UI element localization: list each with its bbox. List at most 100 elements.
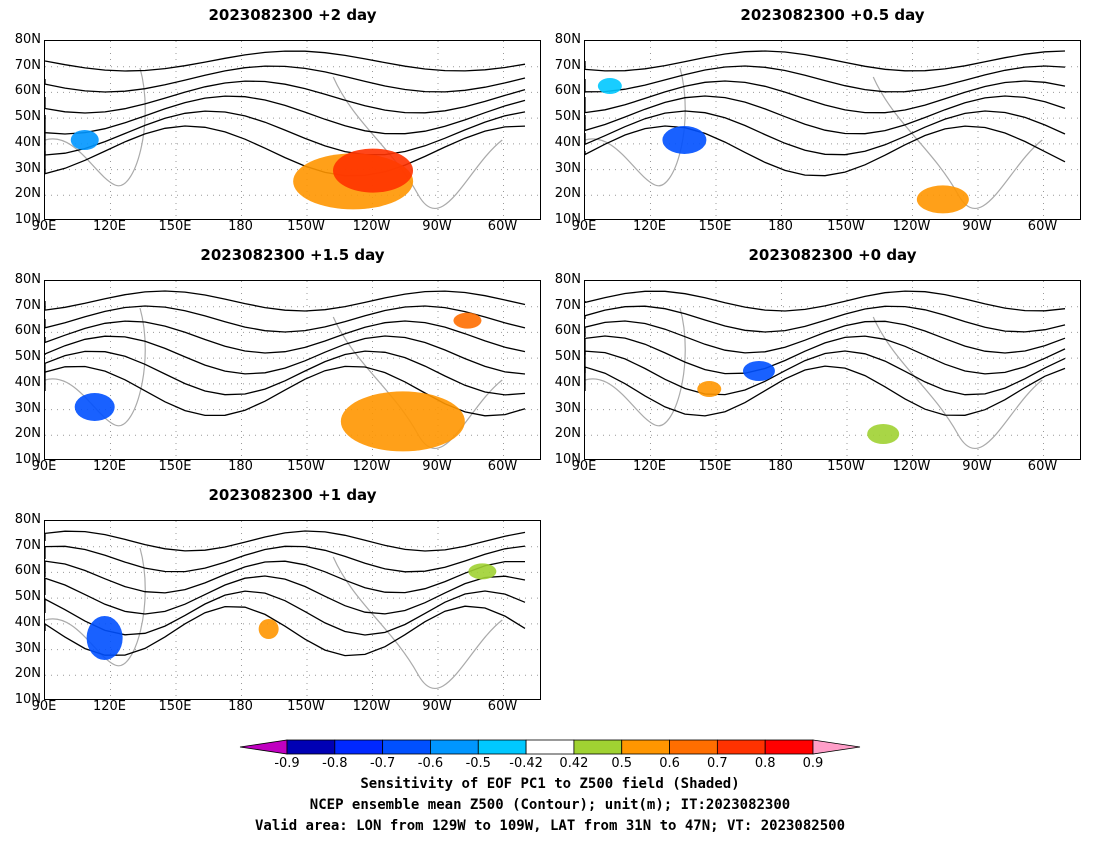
lat-tick-label: 70N	[554, 57, 581, 73]
lat-tick-label: 20N	[14, 426, 41, 442]
lon-tick-label: 90E	[31, 459, 57, 474]
colorbar-tick-label: 0.6	[659, 756, 680, 771]
caption-line2: NCEP ensemble mean Z500 (Contour); unit(…	[309, 797, 791, 813]
lat-tick-label: 40N	[14, 374, 41, 390]
z500-contour	[585, 80, 1066, 114]
sensitivity-shading	[258, 619, 279, 639]
z500-contour	[585, 305, 1066, 333]
colorbar-tick-label: 0.8	[754, 756, 776, 771]
colorbar-tick-label: 0.42	[559, 756, 589, 771]
lon-tick-label: 90E	[571, 459, 597, 474]
lon-tick-label: 150W	[827, 459, 865, 474]
lon-tick-label: 60W	[1027, 219, 1058, 234]
lat-tick-label: 40N	[14, 614, 41, 630]
lon-tick-label: 180	[768, 219, 793, 234]
z500-contour	[585, 350, 1066, 396]
lon-tick-label: 150E	[698, 219, 732, 234]
lon-tick-label: 150W	[287, 459, 325, 474]
lat-tick-label: 50N	[14, 589, 41, 605]
lat-tick-label: 70N	[14, 297, 41, 313]
lon-tick-label: 150E	[698, 459, 732, 474]
z500-contour	[45, 305, 526, 333]
z500-contour	[45, 560, 525, 594]
sensitivity-shading	[453, 312, 482, 329]
panel-title-plus15: 2023082300 +1.5 day	[200, 246, 385, 264]
lat-tick-label: 10N	[554, 212, 581, 227]
colorbar-segment	[621, 739, 670, 755]
z500-contour	[45, 50, 526, 72]
sensitivity-shading	[597, 78, 622, 94]
colorbar-segment	[286, 739, 336, 755]
lon-tick-label: 150E	[158, 459, 192, 474]
sensitivity-shading	[340, 391, 465, 452]
colorbar-segment	[573, 739, 623, 755]
lon-tick-label: 120E	[632, 459, 667, 474]
colorbar-segment	[334, 739, 384, 755]
lon-tick-label: 180	[228, 219, 253, 234]
lat-tick-label: 60N	[14, 83, 41, 99]
z500-contour	[45, 530, 526, 552]
lon-tick-label: 60W	[487, 699, 518, 714]
lon-tick-label: 120W	[892, 219, 931, 234]
map-panel-plus05	[584, 40, 1081, 220]
lon-tick-label: 90W	[422, 459, 452, 474]
map-field	[45, 521, 540, 699]
colorbar-segment	[477, 739, 527, 755]
panel-title-plus0: 2023082300 +0 day	[748, 246, 917, 264]
z500-contour	[585, 110, 1066, 156]
colorbar-segment	[525, 739, 575, 755]
lat-tick-label: 60N	[14, 323, 41, 339]
lon-tick-label: 120W	[892, 459, 931, 474]
map-panel-plus15	[44, 280, 541, 460]
lon-tick-label: 90E	[571, 219, 597, 234]
colorbar-tick-label: -0.6	[417, 756, 444, 771]
z500-contour	[45, 320, 526, 354]
colorbar-tick-label: 0.5	[611, 756, 633, 771]
colorbar-segment	[716, 739, 766, 755]
lat-tick-label: 80N	[14, 32, 41, 47]
lat-tick-label: 20N	[14, 666, 41, 682]
sensitivity-shading	[697, 381, 722, 397]
lat-tick-label: 50N	[554, 349, 581, 365]
colorbar-tick-label: -0.7	[369, 756, 396, 771]
lat-tick-label: 10N	[554, 452, 581, 467]
lon-tick-label: 150E	[158, 699, 192, 714]
lon-tick-label: 120E	[92, 699, 127, 714]
coastline	[585, 307, 1043, 450]
lat-tick-label: 20N	[554, 186, 581, 202]
lon-tick-label: 120W	[352, 699, 391, 714]
lon-tick-label: 180	[228, 699, 253, 714]
map-panel-plus2	[44, 40, 541, 220]
z500-contour	[585, 290, 1066, 312]
lon-tick-label: 180	[768, 459, 793, 474]
lon-tick-label: 150W	[827, 219, 865, 234]
z500-contour	[45, 575, 526, 615]
colorbar-tick-label: -0.9	[274, 756, 300, 771]
z500-contour	[45, 110, 526, 156]
z500-contour	[585, 320, 1066, 354]
lat-tick-label: 30N	[14, 160, 41, 176]
z500-contour	[45, 80, 526, 114]
lat-tick-label: 60N	[554, 323, 581, 339]
z500-contour	[585, 65, 1066, 93]
caption-line3: Valid area: LON from 129W to 109W, LAT f…	[254, 818, 845, 834]
sensitivity-shading	[468, 563, 497, 580]
panel-title-plus05: 2023082300 +0.5 day	[740, 6, 925, 24]
z500-contour	[585, 50, 1066, 72]
colorbar-tick-label: -0.8	[322, 756, 348, 771]
map-field	[45, 281, 540, 459]
lat-tick-label: 40N	[14, 134, 41, 150]
lon-tick-label: 120W	[352, 459, 391, 474]
lat-tick-label: 10N	[14, 692, 41, 707]
z500-contour	[45, 95, 526, 135]
lat-tick-label: 80N	[554, 32, 581, 47]
coastline	[45, 547, 503, 690]
lon-tick-label: 60W	[487, 219, 518, 234]
colorbar-min-triangle	[239, 739, 288, 755]
colorbar-tick-label: 0.9	[802, 756, 824, 771]
lon-tick-label: 90E	[31, 699, 57, 714]
colorbar-segment	[764, 739, 814, 755]
lon-tick-label: 90E	[31, 219, 57, 234]
map-field	[585, 281, 1080, 459]
lon-tick-label: 120E	[92, 219, 127, 234]
